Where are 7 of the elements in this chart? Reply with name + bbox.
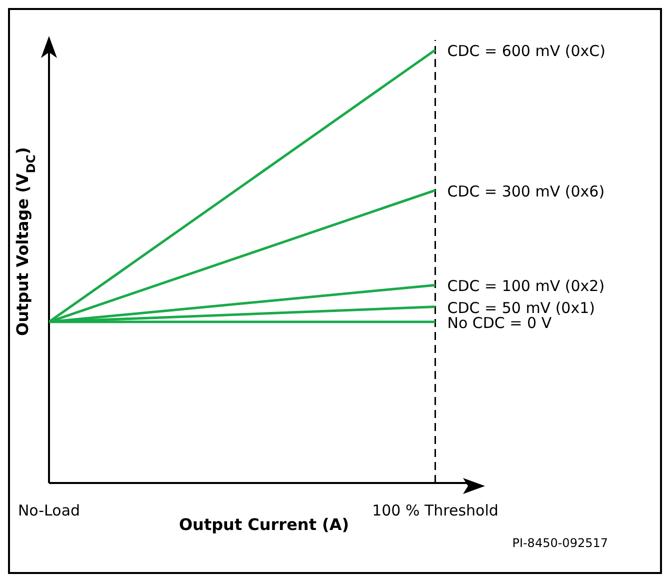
x-tick-label: 100 % Threshold bbox=[372, 502, 498, 520]
x-axis-title: Output Current (A) bbox=[178, 515, 350, 534]
series-label: CDC = 100 mV (0x2) bbox=[447, 277, 605, 296]
series-label: CDC = 300 mV (0x6) bbox=[447, 182, 605, 200]
series-label: CDC = 600 mV (0xC) bbox=[447, 42, 606, 60]
text: PI-8450-092517 bbox=[512, 536, 608, 550]
x-tick-label: No-Load bbox=[18, 502, 80, 520]
